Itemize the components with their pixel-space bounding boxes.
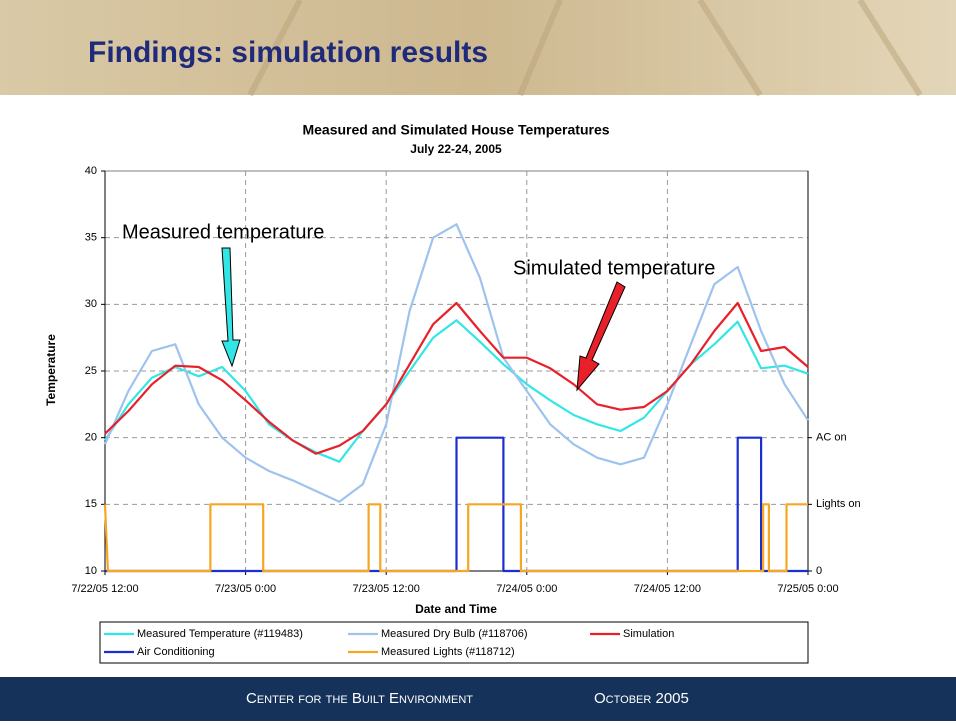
x-tick-label: 7/24/05 0:00 [496,583,557,595]
x-tick-label: 7/23/05 12:00 [353,583,420,595]
annotation: Simulated temperature [513,257,715,279]
y-tick-label: 30 [85,298,97,310]
y-tick-label: 15 [85,498,97,510]
legend-label: Air Conditioning [137,646,215,658]
legend-label: Measured Dry Bulb (#118706) [381,628,528,640]
y-tick-label: 25 [85,365,97,377]
chart-subtitle: July 22-24, 2005 [410,142,502,156]
y2-tick-label: 0 [816,565,822,577]
slide-title: Findings: simulation results [88,36,488,69]
x-tick-label: 7/24/05 12:00 [634,583,701,595]
x-tick-label: 7/23/05 0:00 [215,583,276,595]
legend-label: Measured Temperature (#119483) [137,628,303,640]
chart-title: Measured and Simulated House Temperature… [302,122,609,138]
legend-label: Measured Lights (#118712) [381,646,515,658]
y2-tick-label: Lights on [816,498,861,510]
y2-tick-label: AC on [816,432,847,444]
slide: Findings: simulation results Center for … [0,0,956,721]
legend-label: Simulation [623,628,674,640]
footer-band [0,677,956,721]
footer-right: October 2005 [594,690,689,707]
y-axis-label: Temperature [44,334,58,406]
x-tick-label: 7/25/05 0:00 [777,583,838,595]
x-axis-label: Date and Time [415,602,497,616]
y-tick-label: 10 [85,565,97,577]
footer-left: Center for the Built Environment [246,690,473,707]
annotation: Measured temperature [122,221,324,243]
y-tick-label: 35 [85,232,97,244]
x-tick-label: 7/22/05 12:00 [71,583,138,595]
y-tick-label: 20 [85,432,97,444]
y-tick-label: 40 [85,165,97,177]
